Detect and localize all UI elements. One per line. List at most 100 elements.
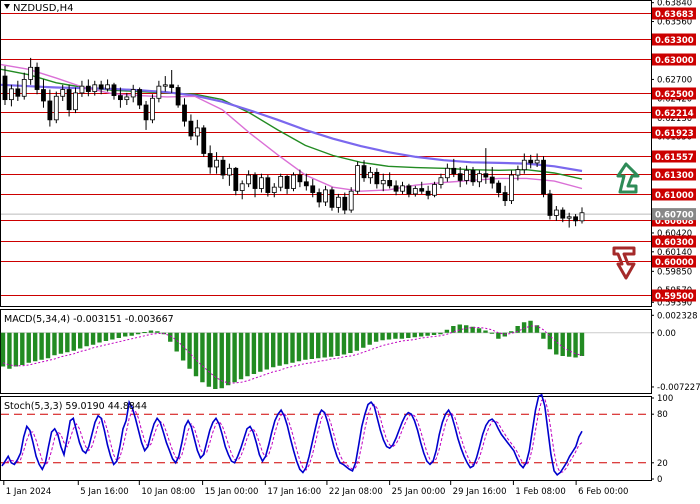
level-label: 0.61000 (655, 191, 694, 201)
candle-body (393, 185, 399, 192)
candle-body (457, 173, 463, 181)
candle-body (143, 104, 149, 121)
candle-body (150, 97, 155, 121)
macd-bar (322, 332, 327, 358)
level-label: 0.61557 (655, 153, 694, 163)
macd-bar (103, 332, 109, 341)
macd-bar (245, 332, 250, 377)
candle-body (47, 100, 53, 121)
macd-bar (26, 332, 31, 363)
candle-body (79, 85, 85, 94)
price-tick-label: 0.63560 (657, 18, 692, 28)
stoch-tick-label: 20 (657, 459, 668, 469)
candle-body (162, 84, 168, 87)
candle-body (21, 79, 27, 97)
level-label-bg (652, 255, 696, 268)
macd-bar (129, 332, 134, 336)
candle-body (444, 167, 450, 179)
candle-body (342, 196, 348, 211)
price-tick-label: 0.62130 (657, 114, 692, 124)
macd-bar (509, 331, 514, 333)
price-marker-label: 0.60700 (655, 211, 694, 221)
macd-bar (386, 332, 392, 340)
candle-body (521, 159, 527, 171)
price-tick-label: 0.59850 (657, 267, 692, 277)
stoch-tick-label: 100 (657, 394, 673, 404)
macd-bar (32, 332, 38, 362)
candle-body (66, 89, 72, 111)
time-tick-label: 17 Jan 16:00 (267, 487, 321, 497)
macd-bar (187, 332, 192, 369)
candle-body (502, 192, 508, 202)
macd-bar (335, 332, 340, 356)
macd-bar (476, 328, 482, 333)
macd-bar (58, 332, 64, 354)
macd-bar (560, 332, 565, 356)
candle-body (2, 75, 8, 101)
macd-bar (168, 332, 173, 342)
macd-bar (361, 332, 366, 348)
macd-bar (142, 332, 147, 333)
macd-bar (213, 332, 218, 389)
macd-bar (431, 332, 437, 335)
candle-body (124, 96, 130, 101)
candle-body (303, 181, 309, 187)
candle-body (316, 192, 322, 203)
candle-body (355, 165, 361, 192)
macd-bar (328, 332, 334, 357)
macd-bar (348, 332, 353, 353)
macd-bar (71, 332, 76, 351)
level-label-bg (652, 7, 696, 20)
level-label: 0.62214 (655, 109, 694, 119)
candle-body (425, 190, 431, 196)
candle-body (579, 212, 585, 222)
stoch-panel-frame (0, 396, 652, 481)
time-tick-label: 1 Feb 08:00 (515, 487, 565, 497)
candle-body (34, 66, 40, 90)
macd-bar (457, 324, 462, 333)
level-label: 0.61923 (655, 129, 694, 139)
candle-body (432, 184, 437, 196)
macd-bar (97, 332, 102, 343)
level-label: 0.60000 (655, 258, 694, 268)
level-label-bg (652, 53, 696, 66)
time-tick-label: 5 Jan 16:00 (80, 487, 128, 497)
candle-body (560, 209, 566, 219)
macd-bar (174, 332, 179, 352)
candle-body (252, 174, 258, 189)
macd-bar (380, 332, 385, 341)
candle-body (291, 174, 296, 189)
macd-bar (20, 332, 25, 365)
candle-body (220, 159, 226, 176)
macd-bar (264, 332, 269, 370)
candle-body (496, 182, 502, 193)
candle-body (284, 175, 290, 189)
candle-body (470, 169, 476, 183)
macd-bar (0, 332, 6, 367)
macd-bar (52, 332, 57, 356)
level-label-bg (652, 150, 696, 163)
candle-body (374, 171, 380, 185)
macd-bar (406, 332, 411, 338)
macd-bar (528, 320, 533, 333)
macd-bar (277, 332, 282, 366)
macd-bar (110, 332, 115, 340)
moving-average-line (0, 63, 583, 192)
level-label: 0.60300 (655, 238, 694, 248)
macd-bar (521, 322, 527, 333)
macd-bar (367, 332, 372, 345)
level-label: 0.63683 (655, 10, 694, 20)
candle-body (60, 89, 66, 97)
macd-bar (418, 332, 424, 337)
candle-body (483, 173, 489, 178)
macd-tick-label: 0.002328 (657, 311, 698, 321)
macd-bar (225, 332, 231, 386)
moving-averages (0, 63, 583, 192)
macd-bar (316, 332, 321, 359)
macd-bar (554, 332, 559, 355)
macd-bar (296, 332, 302, 362)
candle-body (329, 189, 335, 208)
candle-body (335, 196, 341, 208)
macd-tick-label: -0.007227 (657, 383, 700, 393)
